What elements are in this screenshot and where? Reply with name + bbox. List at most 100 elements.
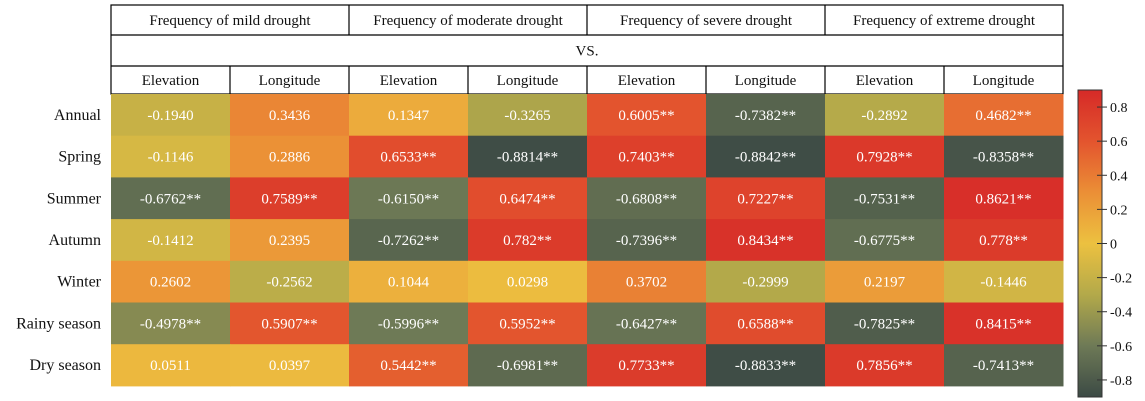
- colorbar-tick-label: -0.2: [1110, 272, 1132, 287]
- heatmap-cell: [944, 344, 1064, 387]
- heatmap-cell: [230, 177, 350, 220]
- cell-value-label: -0.4978**: [140, 316, 201, 332]
- cell-value-label: 0.5442**: [380, 358, 436, 374]
- cell-value-label: 0.7403**: [618, 150, 674, 166]
- heatmap-cell: [111, 94, 231, 137]
- cell-value-label: -0.6427**: [616, 316, 677, 332]
- heatmap-cell: [468, 219, 588, 262]
- colorbar-tick-label: 0.2: [1110, 203, 1128, 218]
- heatmap-cell: [944, 177, 1064, 220]
- heatmap-cell: [706, 177, 826, 220]
- cell-value-label: 0.0298: [507, 275, 548, 291]
- heatmap-cell: [944, 135, 1064, 178]
- heatmap-cell: [468, 94, 588, 137]
- cell-value-label: -0.6775**: [854, 233, 915, 249]
- heatmap-cell: [111, 219, 231, 262]
- group-header: Frequency of severe drought: [620, 13, 793, 29]
- heatmap-cell: [230, 219, 350, 262]
- heatmap-cell: [111, 135, 231, 178]
- cell-value-label: -0.5996**: [378, 316, 439, 332]
- cell-value-label: -0.2999: [742, 275, 788, 291]
- heatmap-cell: [587, 302, 707, 345]
- cell-value-label: 0.6588**: [737, 316, 793, 332]
- cell-value-label: 0.2395: [269, 233, 310, 249]
- colorbar-tick-label: 0.6: [1110, 135, 1128, 150]
- heatmap-cell: [944, 94, 1064, 137]
- colorbar-tick-label: -0.4: [1110, 306, 1132, 321]
- cell-value-label: -0.8358**: [973, 150, 1034, 166]
- colorbar-tick-label: 0: [1110, 238, 1117, 253]
- cell-value-label: -0.7825**: [854, 316, 915, 332]
- heatmap-cell: [706, 344, 826, 387]
- heatmap-cell: [587, 260, 707, 303]
- heatmap-cell: [349, 344, 469, 387]
- cell-value-label: -0.7531**: [854, 191, 915, 207]
- heatmap-cell: [706, 219, 826, 262]
- heatmap-cell: [111, 260, 231, 303]
- heatmap-cell: [230, 260, 350, 303]
- cell-value-label: -0.7396**: [616, 233, 677, 249]
- heatmap-cell: [825, 135, 945, 178]
- heatmap-cell: [468, 260, 588, 303]
- column-header: Longitude: [973, 73, 1035, 89]
- cell-value-label: 0.4682**: [975, 108, 1031, 124]
- cell-value-label: 0.2197: [864, 275, 906, 291]
- cell-value-label: -0.6150**: [378, 191, 439, 207]
- cell-value-label: -0.8842**: [735, 150, 796, 166]
- cell-value-label: 0.8434**: [737, 233, 793, 249]
- cell-value-label: -0.6981**: [497, 358, 558, 374]
- cell-value-label: -0.1446: [980, 275, 1027, 291]
- cell-value-label: 0.1347: [388, 108, 430, 124]
- cell-value-label: 0.1044: [388, 275, 430, 291]
- heatmap-cell: [706, 302, 826, 345]
- heatmap-cell: [349, 219, 469, 262]
- heatmap-cell: [706, 260, 826, 303]
- cell-value-label: 0.6474**: [499, 191, 555, 207]
- heatmap-cell: [111, 344, 231, 387]
- row-label: Winter: [57, 274, 101, 291]
- heatmap-cell: [706, 94, 826, 137]
- cell-value-label: 0.7589**: [261, 191, 317, 207]
- cell-value-label: 0.2886: [269, 150, 311, 166]
- heatmap-cell: [468, 344, 588, 387]
- cell-value-label: -0.6762**: [140, 191, 201, 207]
- column-header: Elevation: [856, 73, 914, 89]
- group-header: Frequency of moderate drought: [373, 13, 563, 29]
- heatmap-cell: [587, 94, 707, 137]
- heatmap-cell: [230, 302, 350, 345]
- cell-value-label: 0.6005**: [618, 108, 674, 124]
- column-header: Elevation: [380, 73, 438, 89]
- row-label: Summer: [47, 190, 102, 207]
- row-label: Annual: [54, 107, 102, 124]
- cell-value-label: 0.8621**: [975, 191, 1031, 207]
- colorbar-tick-label: 0.8: [1110, 101, 1128, 116]
- heatmap-cell: [825, 94, 945, 137]
- cell-value-label: 0.6533**: [380, 150, 436, 166]
- colorbar-tick-label: -0.8: [1110, 374, 1132, 389]
- heatmap-cell: [468, 135, 588, 178]
- cell-value-label: -0.7413**: [973, 358, 1034, 374]
- cell-value-label: 0.0397: [269, 358, 311, 374]
- colorbar-tick-label: -0.6: [1110, 340, 1132, 355]
- cell-value-label: 0.7227**: [737, 191, 793, 207]
- cell-value-label: -0.6808**: [616, 191, 677, 207]
- column-header: Longitude: [735, 73, 797, 89]
- row-label: Rainy season: [16, 315, 101, 332]
- heatmap-cell: [349, 302, 469, 345]
- heatmap-cell: [468, 302, 588, 345]
- heatmap-cell: [468, 177, 588, 220]
- cell-value-label: -0.7382**: [735, 108, 796, 124]
- cell-value-label: 0.2602: [150, 275, 191, 291]
- cell-value-label: 0.782**: [503, 233, 552, 249]
- heatmap-cell: [944, 219, 1064, 262]
- cell-value-label: 0.7733**: [618, 358, 674, 374]
- row-label: Spring: [58, 149, 101, 166]
- heatmap-cell: [825, 302, 945, 345]
- heatmap-cell: [230, 94, 350, 137]
- vs-label: VS.: [576, 44, 599, 60]
- column-header: Elevation: [618, 73, 676, 89]
- column-header: Longitude: [497, 73, 559, 89]
- heatmap-cell: [825, 177, 945, 220]
- heatmap-cell: [825, 219, 945, 262]
- heatmap-cell: [587, 135, 707, 178]
